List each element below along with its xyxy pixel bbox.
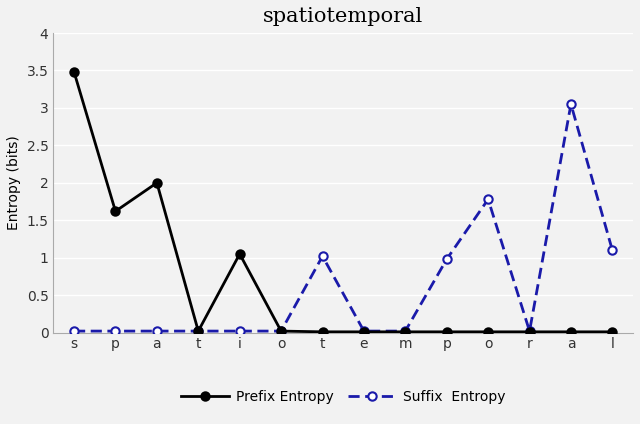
Title: spatiotemporal: spatiotemporal — [263, 7, 423, 26]
Legend: Prefix Entropy, Suffix  Entropy: Prefix Entropy, Suffix Entropy — [175, 385, 511, 410]
Y-axis label: Entropy (bits): Entropy (bits) — [7, 135, 21, 230]
